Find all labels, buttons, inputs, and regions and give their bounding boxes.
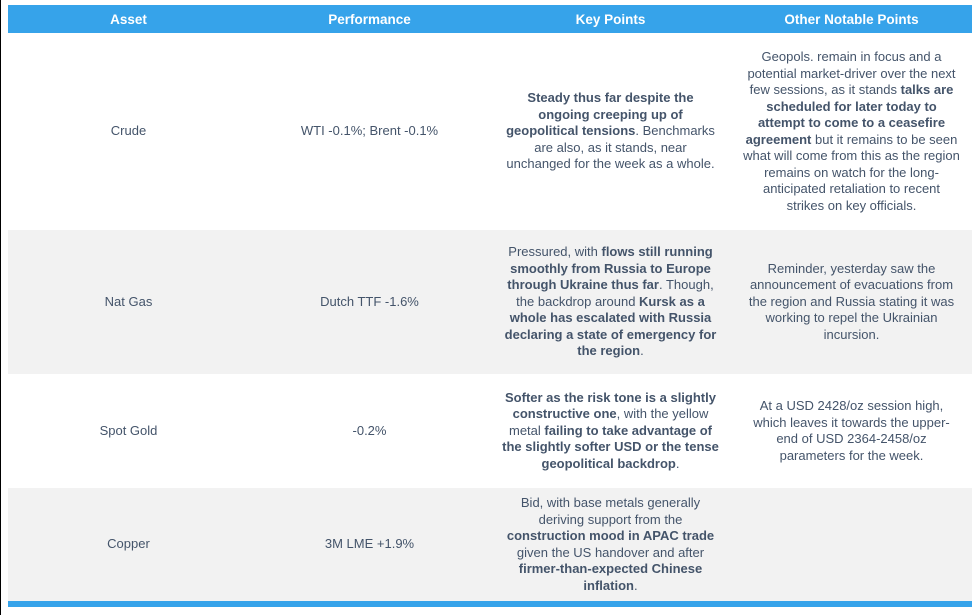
other-points-cell: At a USD 2428/oz session high, which lea…	[753, 398, 950, 463]
key-points-cell: Pressured, with flows still running smoo…	[504, 244, 717, 359]
table-row-crude: Crude WTI -0.1%; Brent -0.1% Steady thus…	[8, 33, 972, 230]
table-row-spot-gold: Spot Gold -0.2% Softer as the risk tone …	[8, 374, 972, 488]
table-header-row: Asset Performance Key Points Other Notab…	[8, 5, 972, 33]
column-header-key-points: Key Points	[575, 11, 646, 27]
table-row-copper: Copper 3M LME +1.9% Bid, with base metal…	[8, 488, 972, 601]
key-points-cell: Steady thus far despite the ongoing cree…	[506, 90, 715, 172]
column-header-other-notable-points: Other Notable Points	[784, 11, 919, 27]
performance-cell: -0.2%	[352, 422, 387, 438]
table-bottom-accent-bar	[8, 601, 972, 607]
other-points-cell: Reminder, yesterday saw the announcement…	[748, 260, 955, 342]
column-header-performance: Performance	[328, 11, 411, 27]
asset-cell: Crude	[110, 123, 147, 139]
other-points-cell: Geopols. remain in focus and a potential…	[743, 49, 960, 213]
column-header-asset: Asset	[110, 11, 147, 27]
key-points-cell: Softer as the risk tone is a slightly co…	[502, 389, 719, 471]
performance-cell: Dutch TTF -1.6%	[320, 293, 419, 309]
performance-cell: 3M LME +1.9%	[324, 536, 415, 552]
asset-cell: Copper	[107, 536, 150, 552]
asset-cell: Spot Gold	[99, 422, 158, 438]
other-points-cell	[731, 541, 972, 549]
commodities-table: Asset Performance Key Points Other Notab…	[8, 5, 972, 607]
table-row-natgas: Nat Gas Dutch TTF -1.6% Pressured, with …	[8, 230, 972, 374]
performance-cell: WTI -0.1%; Brent -0.1%	[300, 123, 439, 139]
asset-cell: Nat Gas	[104, 293, 153, 309]
key-points-cell: Bid, with base metals generally deriving…	[506, 495, 715, 593]
